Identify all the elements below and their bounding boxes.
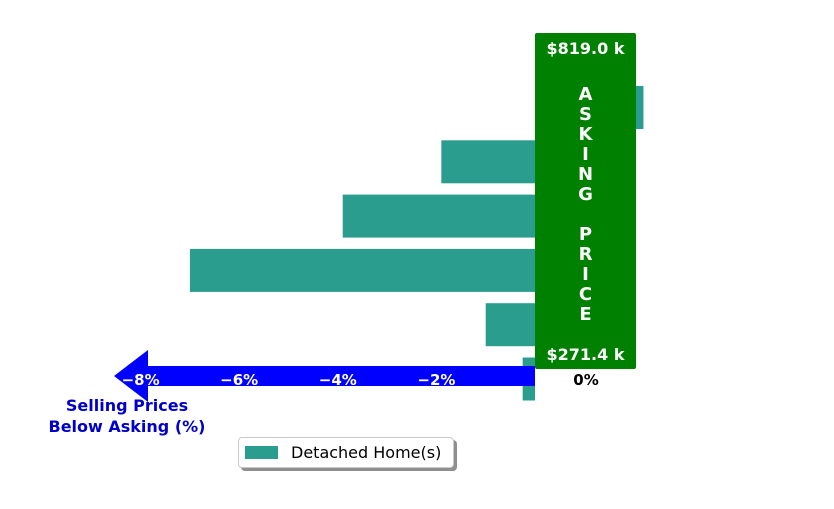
asking-price-letter: I (582, 144, 589, 165)
min-price-label: $271.4 k (547, 345, 625, 364)
asking-price-box (535, 33, 636, 369)
bar (342, 194, 535, 238)
asking-price-letter: R (579, 244, 593, 265)
asking-price-letter: E (579, 304, 591, 325)
x-tick-label: −4% (319, 371, 357, 389)
bar (189, 248, 535, 292)
legend: Detached Home(s) (238, 437, 454, 468)
below-asking-arrow (114, 350, 535, 402)
asking-price-letter: I (582, 264, 589, 285)
x-tick-label: −8% (122, 371, 160, 389)
max-price-label: $819.0 k (547, 39, 625, 58)
asking-price-letter: P (579, 224, 592, 245)
bar (485, 303, 535, 347)
legend-swatch (245, 446, 278, 459)
asking-price-letter: G (578, 184, 593, 205)
asking-price-letter: K (579, 124, 594, 145)
x-axis-label-line2: Below Asking (%) (49, 417, 206, 436)
asking-price-letter: C (579, 284, 592, 305)
bar (441, 140, 535, 184)
asking-price-letter: A (579, 84, 593, 105)
legend-label: Detached Home(s) (291, 443, 442, 462)
zero-tick-label: 0% (573, 371, 598, 389)
asking-price-letter: N (578, 164, 593, 185)
asking-price-letter: S (579, 104, 592, 125)
x-tick-label: −6% (220, 371, 258, 389)
x-axis-label-line1: Selling Prices (66, 396, 188, 415)
x-tick-label: −2% (417, 371, 455, 389)
